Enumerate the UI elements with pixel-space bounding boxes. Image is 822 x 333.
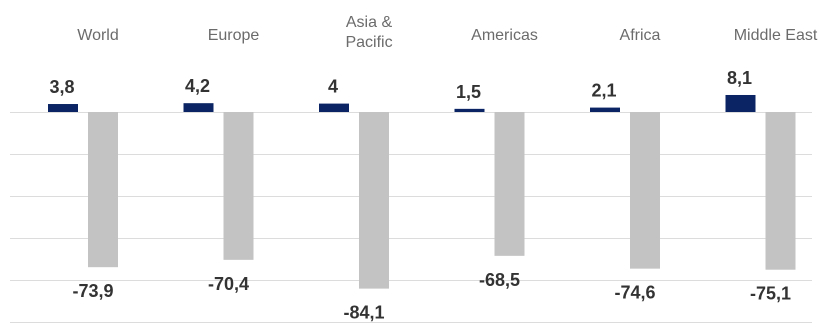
data-label: -75,1 <box>750 284 791 304</box>
category-group: Africa 2,1 -74,6 <box>590 27 661 303</box>
data-label: 4,2 <box>185 76 210 96</box>
category-label: Africa <box>620 27 661 44</box>
bar-positive <box>48 104 78 112</box>
data-label: -68,5 <box>479 270 520 290</box>
bar-positive <box>590 107 620 112</box>
bar-negative <box>88 112 118 268</box>
bar-negative <box>223 112 254 260</box>
bar-positive <box>319 103 349 112</box>
category-label: Europe <box>208 27 260 44</box>
data-label: -70,4 <box>208 274 249 294</box>
data-label: 1,5 <box>456 82 481 102</box>
data-label: -84,1 <box>343 303 384 323</box>
category-group: World 3,8 -73,9 <box>48 27 119 301</box>
category-group: Americas 1,5 -68,5 <box>454 27 538 290</box>
data-label: 2,1 <box>591 81 616 101</box>
bar-negative <box>765 112 796 270</box>
data-label: -74,6 <box>614 283 655 303</box>
category-group: Europe 4,2 -70,4 <box>183 27 260 294</box>
category-label: World <box>77 27 119 44</box>
category-group: Middle East 8,1 -75,1 <box>725 27 818 304</box>
bar-positive <box>454 108 485 112</box>
gridlines <box>10 112 812 323</box>
data-label: 4 <box>328 77 338 97</box>
bar-negative <box>359 112 389 289</box>
bar-positive <box>725 94 756 112</box>
bar-negative <box>494 112 525 256</box>
data-label: -73,9 <box>72 281 113 301</box>
data-label: 3,8 <box>49 77 74 97</box>
bar-positive <box>183 103 214 112</box>
category-label: Middle East <box>734 27 818 44</box>
bar-negative <box>630 112 660 269</box>
category-group: Asia & Pacific 4 -84,1 <box>319 14 393 323</box>
category-label: Americas <box>471 27 538 44</box>
data-label: 8,1 <box>727 68 752 88</box>
category-label: Asia & Pacific <box>345 14 392 51</box>
